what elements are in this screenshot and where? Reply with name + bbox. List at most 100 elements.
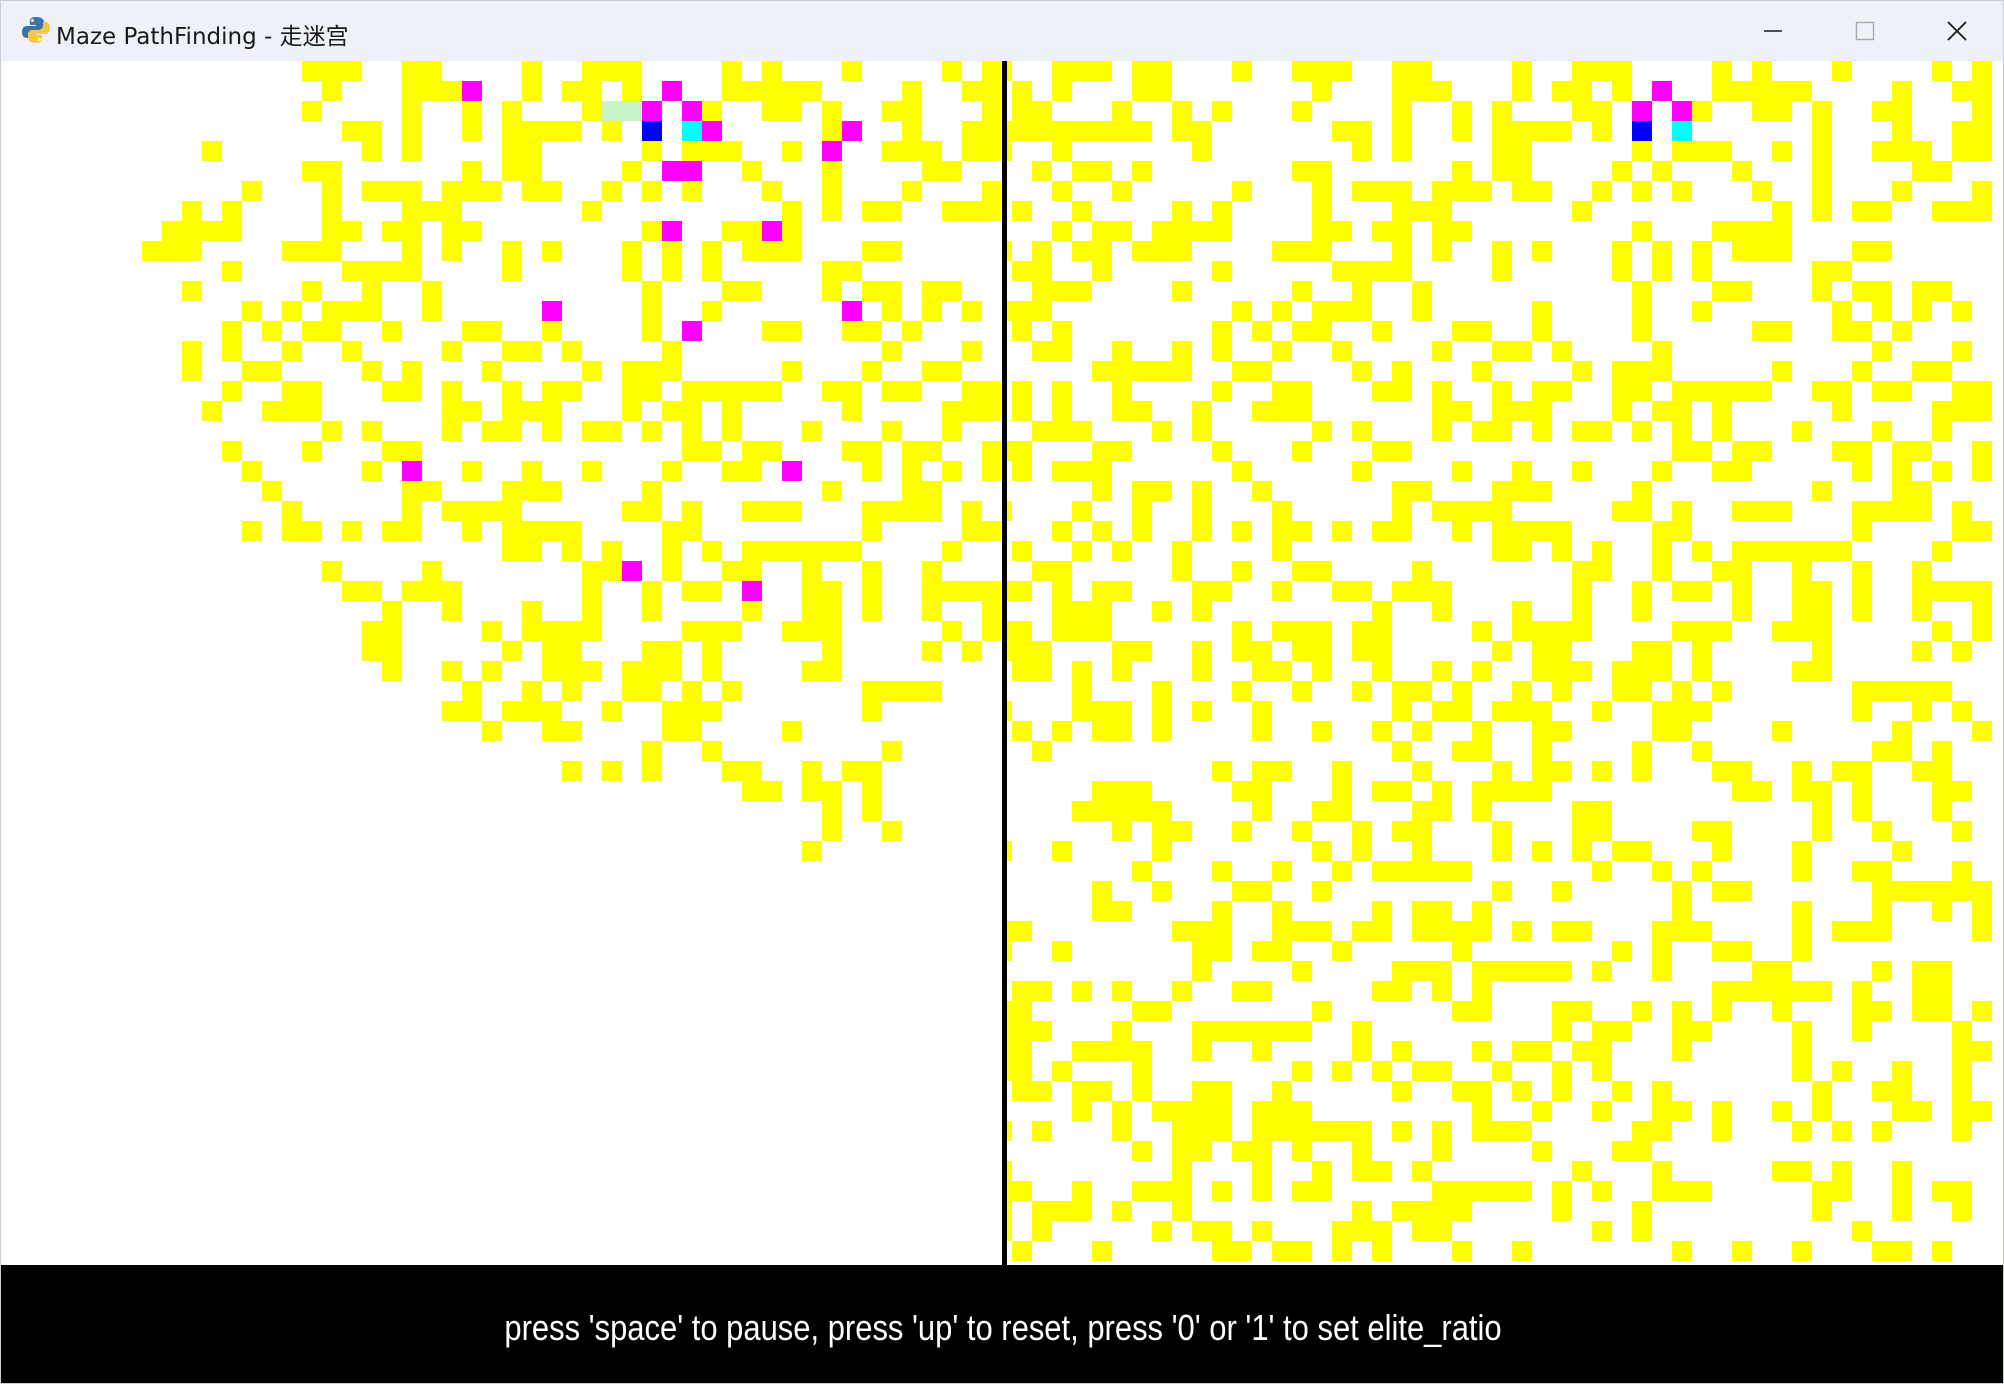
wall-cell bbox=[1472, 1041, 1492, 1061]
wall-cell bbox=[1152, 601, 1172, 621]
wall-cell bbox=[1332, 301, 1352, 321]
wall-cell bbox=[1912, 361, 1932, 381]
wall-cell bbox=[1312, 561, 1332, 581]
wall-cell bbox=[1592, 541, 1612, 561]
title-bar[interactable]: Maze PathFinding - 走迷宫 bbox=[1, 1, 2003, 62]
wall-cell bbox=[482, 661, 502, 681]
wall-cell bbox=[1572, 201, 1592, 221]
wall-cell bbox=[1052, 461, 1072, 481]
wall-cell bbox=[1472, 901, 1492, 921]
agent-marker bbox=[782, 461, 802, 481]
wall-cell bbox=[1852, 441, 1872, 461]
wall-cell bbox=[1092, 461, 1112, 481]
wall-cell bbox=[1007, 921, 1012, 941]
wall-cell bbox=[1192, 1121, 1212, 1141]
wall-cell bbox=[1732, 1241, 1752, 1261]
wall-cell bbox=[1292, 101, 1312, 121]
wall-cell bbox=[1432, 181, 1452, 201]
wall-cell bbox=[922, 441, 942, 461]
wall-cell bbox=[1492, 541, 1512, 561]
wall-cell bbox=[1572, 1041, 1592, 1061]
wall-cell bbox=[1332, 861, 1352, 881]
wall-cell bbox=[1252, 661, 1272, 681]
wall-cell bbox=[642, 661, 662, 681]
wall-cell bbox=[1372, 381, 1392, 401]
wall-cell bbox=[502, 161, 522, 181]
wall-cell bbox=[1492, 121, 1512, 141]
wall-cell bbox=[1972, 121, 1992, 141]
wall-cell bbox=[1352, 581, 1372, 601]
wall-cell bbox=[602, 421, 622, 441]
python-icon bbox=[21, 15, 51, 45]
wall-cell bbox=[1512, 181, 1532, 201]
wall-cell bbox=[502, 521, 522, 541]
wall-cell bbox=[622, 381, 642, 401]
wall-cell bbox=[982, 621, 1001, 641]
wall-cell bbox=[1272, 1121, 1292, 1141]
wall-cell bbox=[362, 421, 382, 441]
wall-cell bbox=[442, 501, 462, 521]
wall-cell bbox=[1912, 501, 1932, 521]
wall-cell bbox=[802, 761, 822, 781]
wall-cell bbox=[1232, 681, 1252, 701]
wall-cell bbox=[1112, 801, 1132, 821]
wall-cell bbox=[1032, 341, 1052, 361]
left-maze-panel bbox=[1, 61, 1001, 1265]
wall-cell bbox=[1972, 381, 1992, 401]
wall-cell bbox=[1232, 881, 1252, 901]
wall-cell bbox=[282, 341, 302, 361]
wall-cell bbox=[1132, 361, 1152, 381]
wall-cell bbox=[1832, 1181, 1852, 1201]
wall-cell bbox=[1352, 361, 1372, 381]
wall-cell bbox=[1492, 501, 1512, 521]
wall-cell bbox=[1672, 1021, 1692, 1041]
wall-cell bbox=[1952, 141, 1972, 161]
wall-cell bbox=[1372, 221, 1392, 241]
wall-cell bbox=[1932, 761, 1952, 781]
wall-cell bbox=[882, 301, 902, 321]
wall-cell bbox=[1652, 701, 1672, 721]
wall-cell bbox=[1252, 641, 1272, 661]
wall-cell bbox=[1012, 921, 1032, 941]
wall-cell bbox=[1112, 821, 1132, 841]
wall-cell bbox=[302, 521, 322, 541]
wall-cell bbox=[1092, 241, 1112, 261]
wall-cell bbox=[1312, 1001, 1332, 1021]
wall-cell bbox=[1872, 741, 1892, 761]
wall-cell bbox=[1812, 1201, 1832, 1221]
wall-cell bbox=[1092, 581, 1112, 601]
wall-cell bbox=[1392, 1041, 1412, 1061]
wall-cell bbox=[742, 501, 762, 521]
wall-cell bbox=[1812, 201, 1832, 221]
wall-cell bbox=[1732, 781, 1752, 801]
wall-cell bbox=[1632, 321, 1652, 341]
close-button[interactable] bbox=[1911, 1, 2003, 61]
wall-cell bbox=[822, 381, 842, 401]
wall-cell bbox=[782, 321, 802, 341]
wall-cell bbox=[1212, 1021, 1232, 1041]
wall-cell bbox=[822, 161, 842, 181]
minimize-button[interactable] bbox=[1727, 1, 1819, 61]
wall-cell bbox=[442, 221, 462, 241]
wall-cell bbox=[282, 241, 302, 261]
wall-cell bbox=[1092, 221, 1112, 241]
wall-cell bbox=[642, 281, 662, 301]
wall-cell bbox=[1452, 1201, 1472, 1221]
wall-cell bbox=[522, 521, 542, 541]
wall-cell bbox=[1312, 1181, 1332, 1201]
wall-cell bbox=[1772, 321, 1792, 341]
wall-cell bbox=[742, 281, 762, 301]
game-canvas[interactable] bbox=[1, 61, 2003, 1265]
wall-cell bbox=[1892, 1181, 1912, 1201]
wall-cell bbox=[1872, 1081, 1892, 1101]
wall-cell bbox=[1312, 841, 1332, 861]
maximize-button[interactable] bbox=[1819, 1, 1911, 61]
wall-cell bbox=[1732, 941, 1752, 961]
wall-cell bbox=[302, 441, 322, 461]
wall-cell bbox=[182, 341, 202, 361]
wall-cell bbox=[742, 461, 762, 481]
wall-cell bbox=[1972, 461, 1992, 481]
wall-cell bbox=[1212, 221, 1232, 241]
wall-cell bbox=[1672, 401, 1692, 421]
wall-cell bbox=[1332, 261, 1352, 281]
